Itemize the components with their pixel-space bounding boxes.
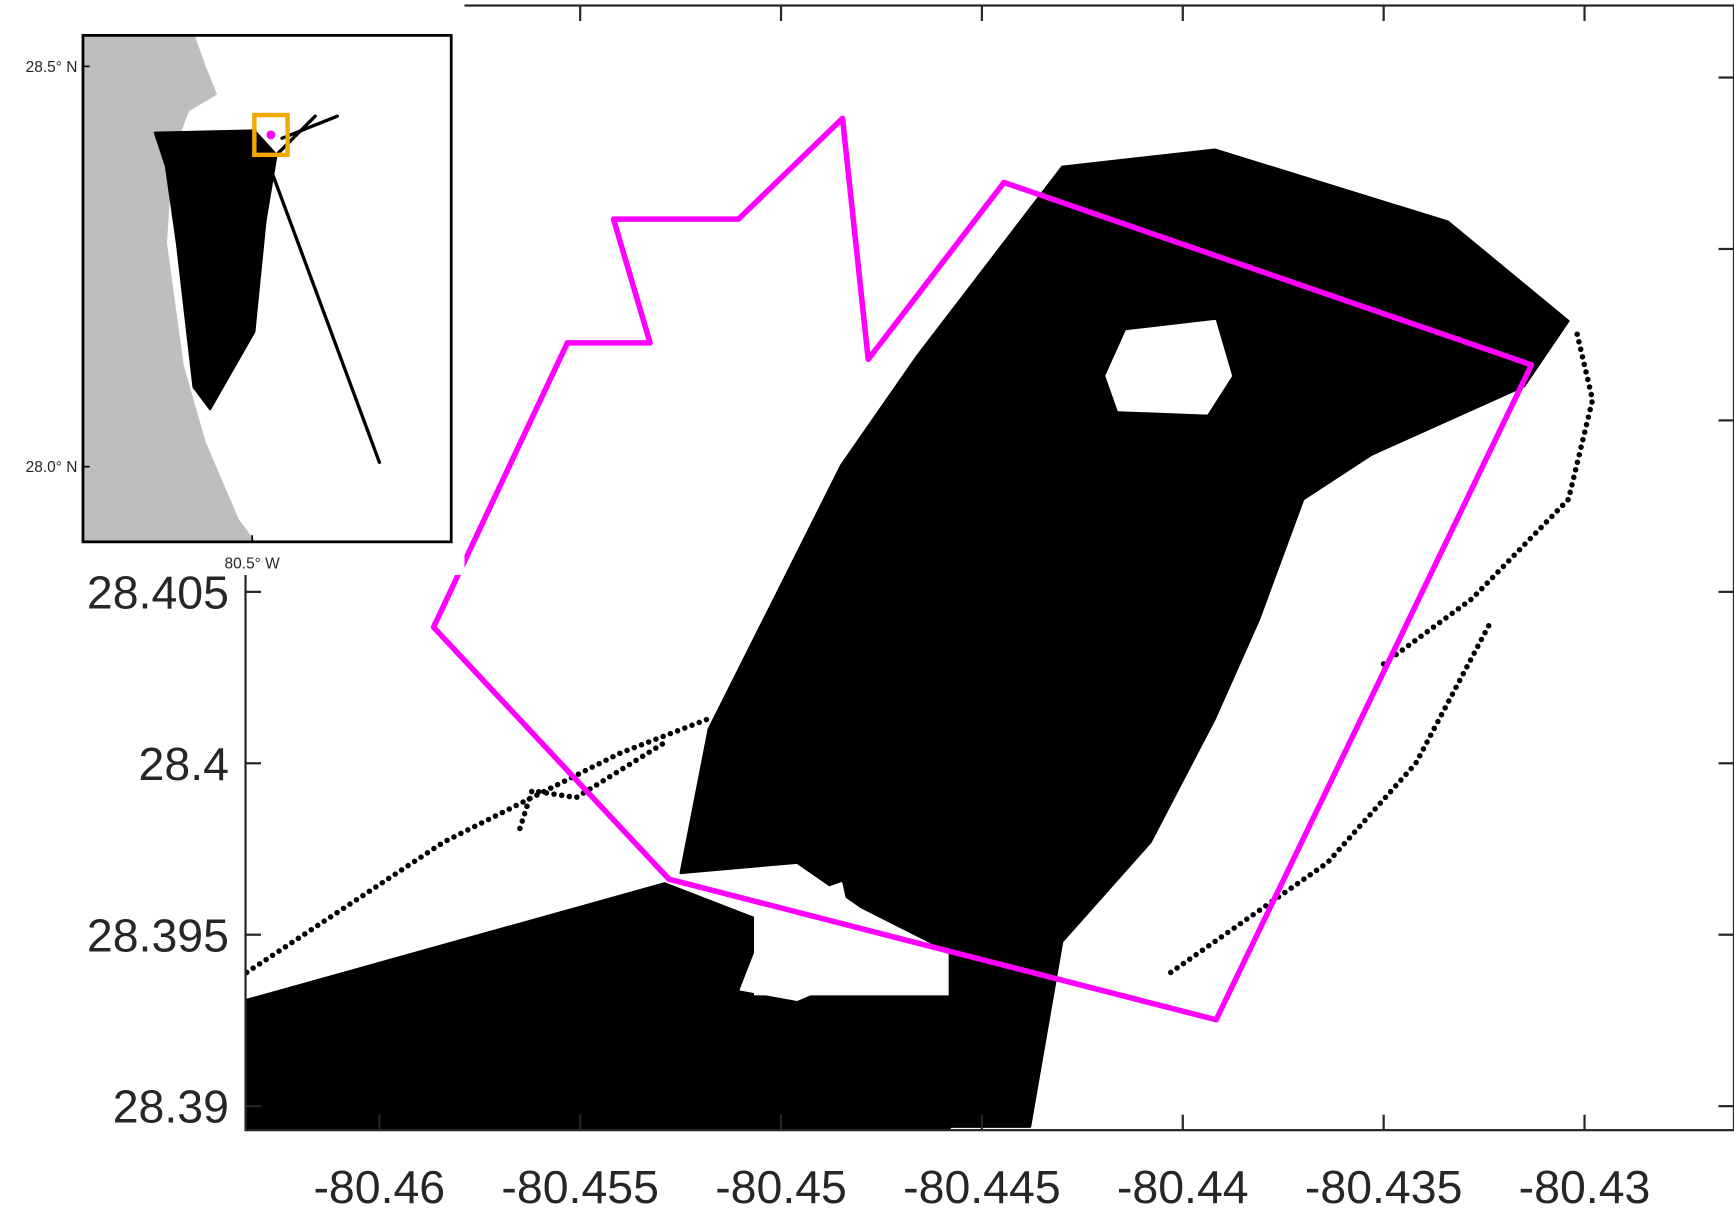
y-tick-label: 28.39: [113, 1081, 229, 1133]
x-tick-label: -80.46: [313, 1161, 445, 1210]
inset-map: 28.5° N 28.0° N 80.5° W: [0, 0, 465, 576]
y-tick-label: 28.0° N: [26, 459, 78, 476]
track-area: [153, 129, 278, 411]
x-tick-label: -80.43: [1519, 1161, 1651, 1210]
x-tick-label: -80.44: [1117, 1161, 1249, 1210]
track: [274, 114, 317, 157]
track: [1167, 616, 1495, 976]
track: [280, 114, 339, 140]
track-area: [1105, 319, 1233, 415]
track: [517, 739, 668, 832]
x-tick-label: -80.45: [715, 1161, 847, 1210]
plot-area: [245, 115, 1596, 1131]
y-tick-label: 28.5° N: [26, 59, 78, 76]
track-area: [739, 882, 863, 1001]
track: [263, 153, 382, 464]
x-tick-label: -80.435: [1305, 1161, 1463, 1210]
x-tick-label: 80.5° W: [225, 555, 281, 572]
inset-frame: [81, 34, 453, 544]
y-tick-label: 28.395: [87, 909, 229, 961]
highlight-box: [252, 112, 290, 158]
y-tick-label: 28.4: [139, 738, 229, 790]
track: [245, 715, 712, 976]
x-tick-label: -80.455: [501, 1161, 658, 1210]
x-tick-label: -80.445: [903, 1161, 1061, 1210]
track: [1380, 328, 1596, 667]
track-area: [245, 882, 951, 1131]
boundary: [430, 115, 1535, 1023]
marker: [266, 130, 276, 140]
y-tick-label: 28.405: [87, 566, 229, 618]
main-plot: -80.46 -80.455 -80.45 -80.445 -80.44 -80.435 -…: [87, 4, 1734, 1210]
